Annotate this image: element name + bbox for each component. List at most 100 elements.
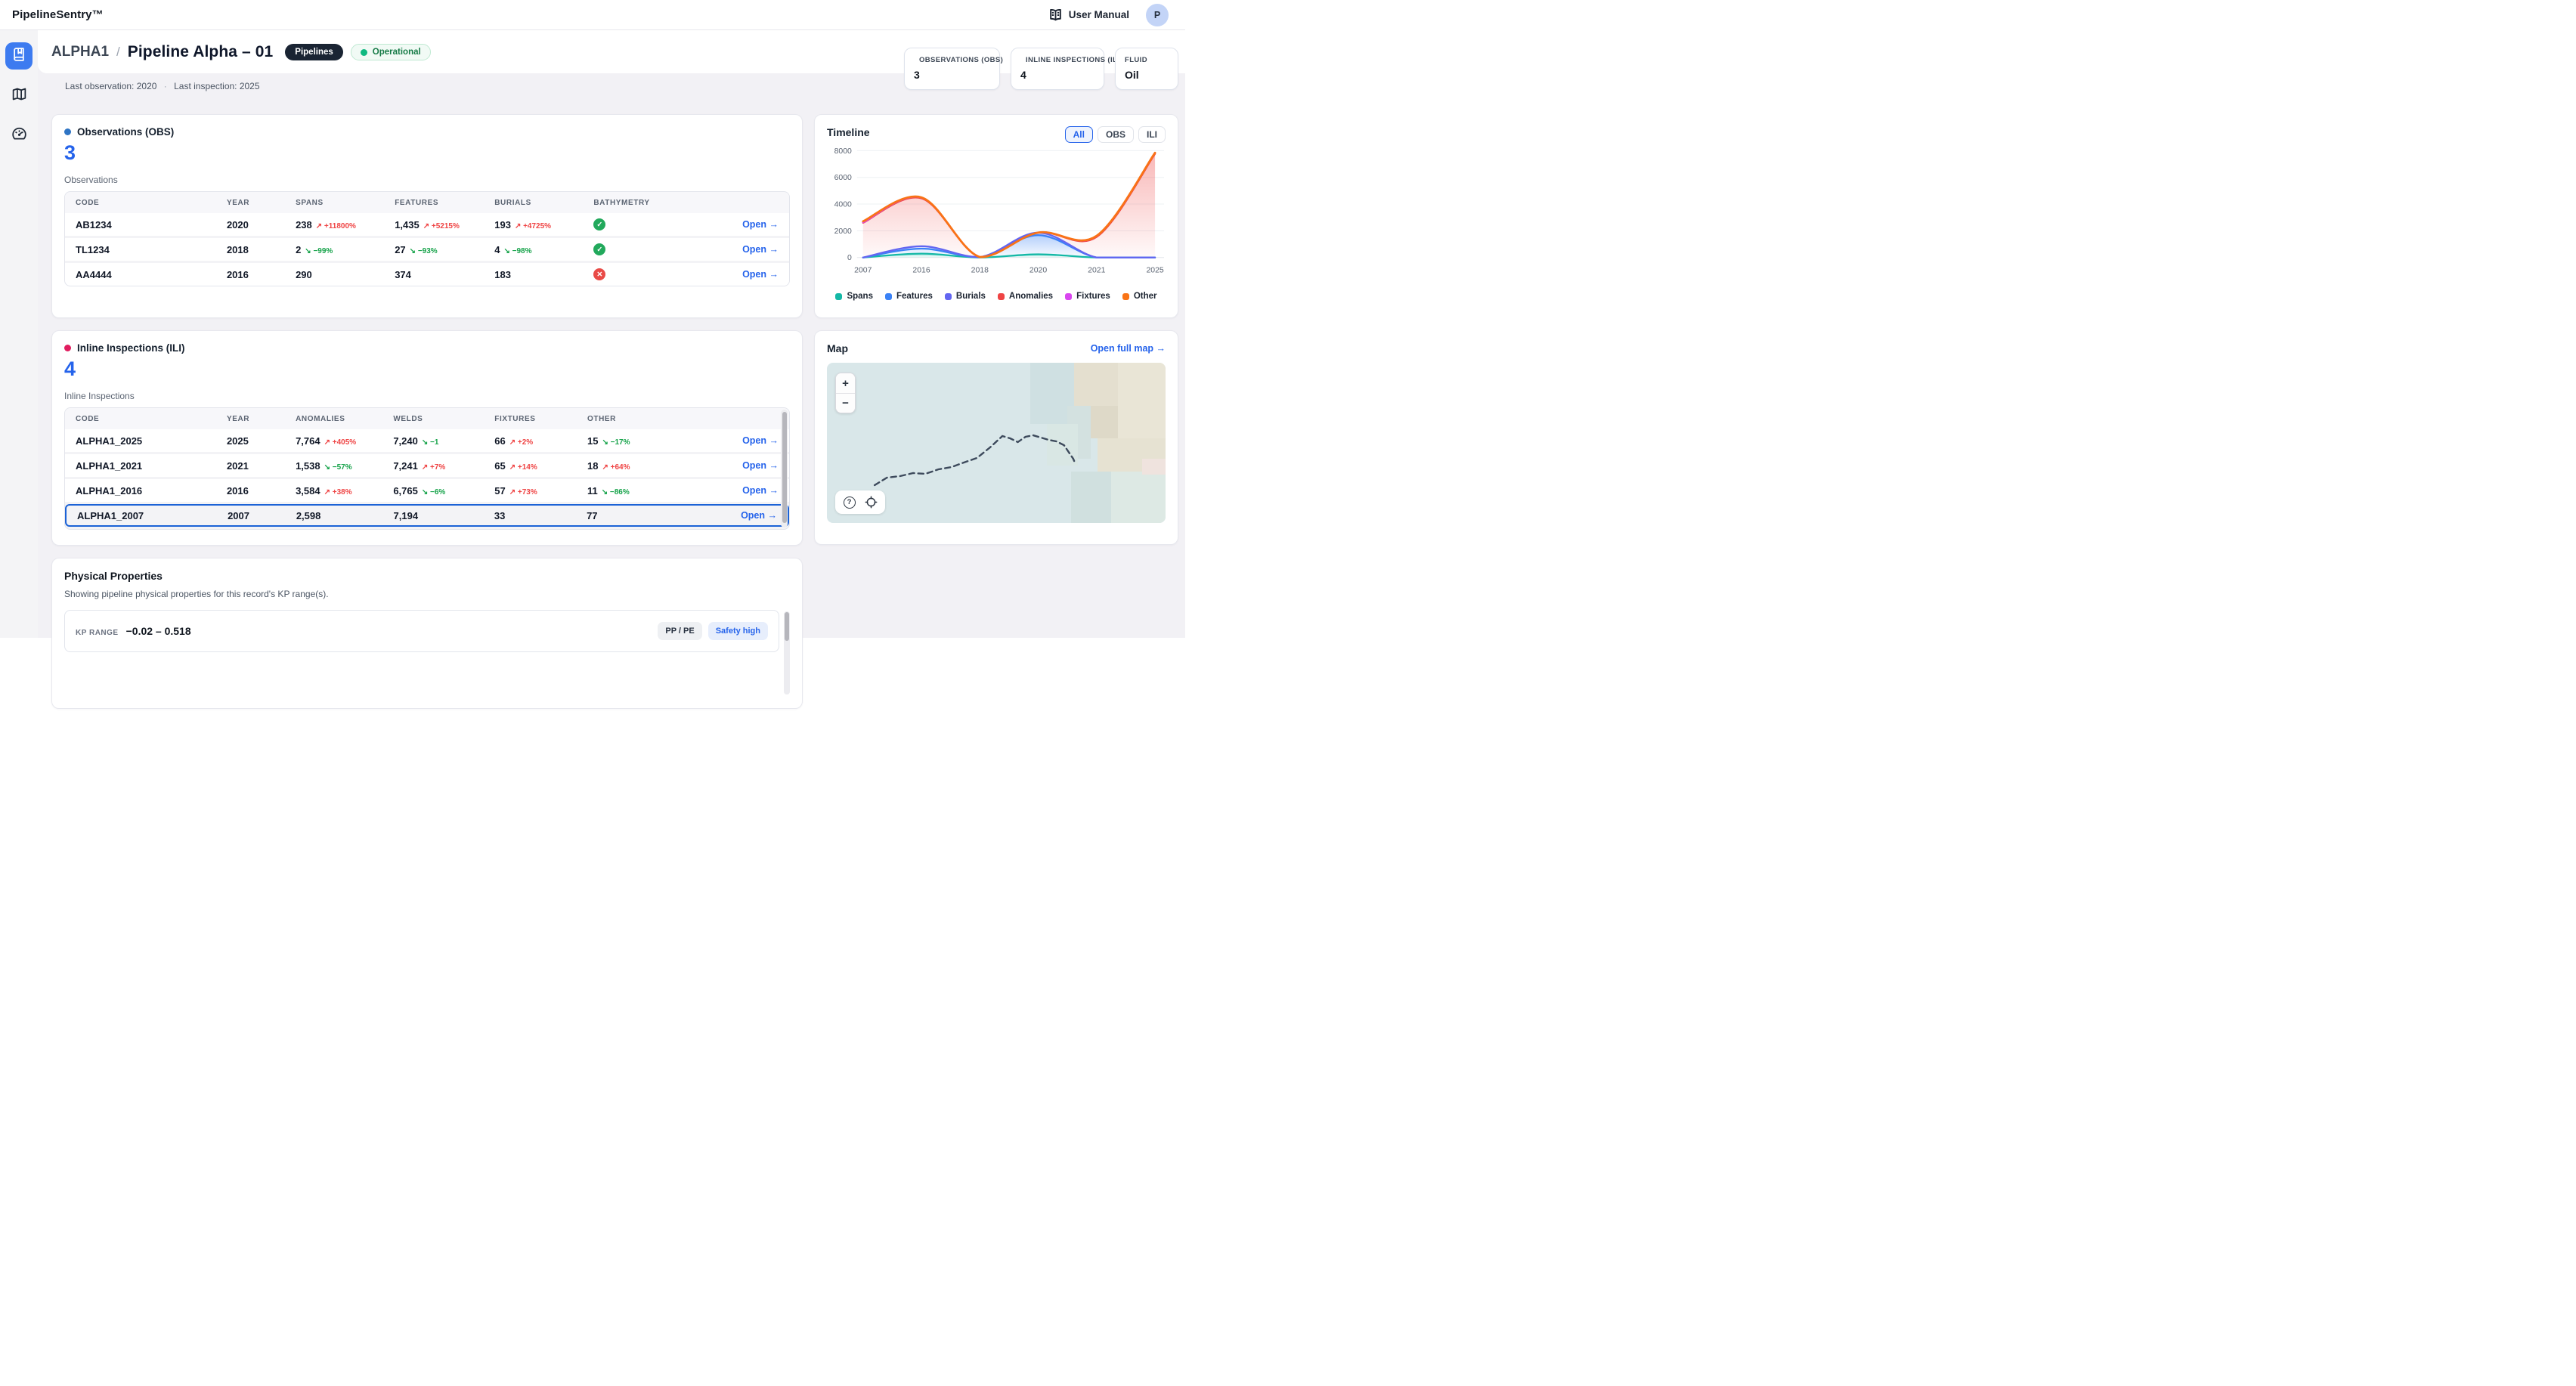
- legend-item-features: Features: [884, 292, 933, 301]
- sidebar-item-map[interactable]: [5, 82, 33, 110]
- cell-metric: 2,598: [296, 509, 321, 521]
- legend-label: Other: [1133, 292, 1157, 301]
- map-zoom-out-button[interactable]: −: [836, 393, 855, 413]
- timeline-legend: Spans Features Burials Anomalies Fixtures Oth…: [827, 292, 1166, 301]
- trend-up-indicator: ↗ +73%: [509, 487, 537, 497]
- cell-metric: 33: [494, 509, 506, 521]
- cell-code: ALPHA1_2025: [76, 435, 143, 447]
- map-tile: [1111, 472, 1166, 523]
- open-link[interactable]: Open →: [742, 219, 779, 230]
- legend-label: Anomalies: [1008, 292, 1054, 301]
- ili-table-scrollbar[interactable]: [781, 410, 788, 527]
- cell-metric: 290: [296, 268, 312, 280]
- cell-metric: 7,194: [393, 509, 419, 521]
- cell-metric: 193 ↗ +4725%: [494, 218, 552, 230]
- svg-text:0: 0: [847, 254, 852, 262]
- last-observation-text: Last observation: 2020: [65, 81, 157, 91]
- svg-text:2000: 2000: [834, 227, 852, 236]
- cell-metric: 2 ↘ −99%: [296, 243, 333, 255]
- open-link[interactable]: Open →: [741, 510, 777, 521]
- open-full-map-link[interactable]: Open full map →: [1090, 343, 1166, 354]
- sidebar-item-records[interactable]: [5, 42, 33, 70]
- gauge-icon: [11, 126, 27, 146]
- avatar[interactable]: P: [1146, 3, 1169, 26]
- book-open-icon: [1048, 8, 1063, 21]
- map-zoom-control: + −: [835, 373, 856, 413]
- cell-code: ALPHA1_2007: [77, 509, 144, 521]
- sidebar: [0, 30, 38, 638]
- trend-up-indicator: ↗ +7%: [421, 463, 446, 472]
- table-row-ALPHA1_2016[interactable]: ALPHA1_2016 2016 3,584 ↗ +38% 6,765 ↘ −6% 57 ↗ …: [65, 479, 789, 502]
- book-bookmark-icon: [11, 47, 26, 66]
- open-link[interactable]: Open →: [742, 435, 779, 446]
- trend-up-indicator: ↗ +4725%: [514, 221, 552, 230]
- app-logo: PipelineSentry™: [12, 8, 104, 21]
- open-link[interactable]: Open →: [742, 269, 779, 280]
- legend-label: Spans: [847, 292, 873, 301]
- cell-year: 2021: [226, 459, 249, 472]
- user-manual-button[interactable]: User Manual: [1048, 8, 1129, 21]
- ili-dot-icon: [64, 345, 71, 351]
- table-row-TL1234[interactable]: TL1234 2018 2 ↘ −99% 27 ↘ −93% 4 ↘ −98% ✓ Open →: [65, 238, 789, 261]
- trend-up-indicator: ↗ +38%: [324, 487, 352, 497]
- svg-text:4000: 4000: [834, 201, 852, 209]
- kp-range-row[interactable]: KP RANGE −0.02 – 0.518 PP / PE Safety hi…: [64, 610, 779, 652]
- trend-up-indicator: ↗ +5215%: [423, 221, 460, 230]
- kp-range-value: −0.02 – 0.518: [125, 625, 191, 637]
- observations-dot-icon: [64, 128, 71, 135]
- column-header: BATHYMETRY: [593, 198, 650, 207]
- timeline-filter-ili[interactable]: ILI: [1138, 126, 1166, 143]
- cell-metric: 4 ↘ −98%: [494, 243, 532, 255]
- legend-item-other: Other: [1122, 292, 1157, 301]
- meta-row: Last observation: 2020 · Last inspection…: [51, 73, 1178, 91]
- page-title: Pipeline Alpha – 01: [127, 43, 274, 60]
- physical-properties-scrollbar[interactable]: [784, 611, 790, 695]
- column-header: CODE: [76, 414, 100, 423]
- stat-card-fluid: FLUID Oil: [1115, 48, 1178, 90]
- column-header: FEATURES: [395, 198, 439, 207]
- column-header: WELDS: [393, 414, 423, 423]
- column-header: OTHER: [587, 414, 616, 423]
- sidebar-item-dashboard[interactable]: [5, 122, 33, 150]
- table-row-ALPHA1_2025[interactable]: ALPHA1_2025 2025 7,764 ↗ +405% 7,240 ↘ −1 66 ↗ …: [65, 429, 789, 452]
- map-help-icon[interactable]: ?: [843, 496, 856, 509]
- cell-metric: 66 ↗ +2%: [494, 435, 534, 447]
- cell-year: 2016: [226, 268, 249, 280]
- trend-down-indicator: ↘ −99%: [305, 246, 333, 255]
- table-row-AA4444[interactable]: AA4444 2016 290 374 183 ✕ Open →: [65, 263, 789, 286]
- cell-metric: 6,765 ↘ −6%: [393, 484, 446, 497]
- ili-table: CODE YEAR ANOMALIES WELDS FIXTURES OTHER ALPHA…: [64, 407, 790, 530]
- breadcrumb-code[interactable]: ALPHA1: [51, 44, 110, 60]
- open-link[interactable]: Open →: [742, 244, 779, 255]
- observations-card: Observations (OBS) 3 Observations CODE YE…: [51, 114, 803, 318]
- timeline-card: Timeline All OBS ILI 0 2000 4000 6000 8000 2007…: [814, 114, 1178, 318]
- legend-item-burials: Burials: [944, 292, 986, 301]
- observations-count: 3: [64, 141, 76, 164]
- bathymetry-check-icon: ✓: [593, 243, 606, 255]
- table-row-ALPHA1_2021[interactable]: ALPHA1_2021 2021 1,538 ↘ −57% 7,241 ↗ +7% 65 ↗ …: [65, 454, 789, 477]
- legend-item-fixtures: Fixtures: [1065, 292, 1110, 301]
- timeline-filter-all[interactable]: All: [1064, 126, 1093, 143]
- column-header: SPANS: [296, 198, 324, 207]
- timeline-filter-obs[interactable]: OBS: [1097, 126, 1134, 143]
- svg-text:2016: 2016: [912, 267, 930, 275]
- table-row-AB1234[interactable]: AB1234 2020 238 ↗ +11800% 1,435 ↗ +5215% 193 ↗ …: [65, 213, 789, 236]
- map-icon: [11, 86, 27, 106]
- legend-chip-icon: [944, 292, 952, 300]
- open-link[interactable]: Open →: [742, 460, 779, 471]
- map-tile: [1141, 459, 1166, 475]
- map-zoom-in-button[interactable]: +: [836, 373, 855, 393]
- table-header-row: CODE YEAR ANOMALIES WELDS FIXTURES OTHER: [65, 408, 789, 429]
- svg-text:2007: 2007: [854, 267, 872, 275]
- pipeline-route-path: [873, 434, 1077, 487]
- stat-label: INLINE INSPECTIONS (ILI): [1026, 56, 1122, 64]
- table-row-ALPHA1_2007[interactable]: ALPHA1_2007 2007 2,598 7,194 33 77 Open →: [65, 504, 789, 527]
- ili-table-label: Inline Inspections: [64, 391, 135, 401]
- open-link[interactable]: Open →: [742, 485, 779, 496]
- map-locate-icon[interactable]: [865, 496, 878, 509]
- stat-value: 4: [1020, 69, 1026, 81]
- cell-metric: 374: [395, 268, 411, 280]
- map-canvas[interactable]: + − ?: [827, 363, 1166, 523]
- legend-label: Burials: [955, 292, 986, 301]
- trend-up-indicator: ↗ +14%: [509, 463, 537, 472]
